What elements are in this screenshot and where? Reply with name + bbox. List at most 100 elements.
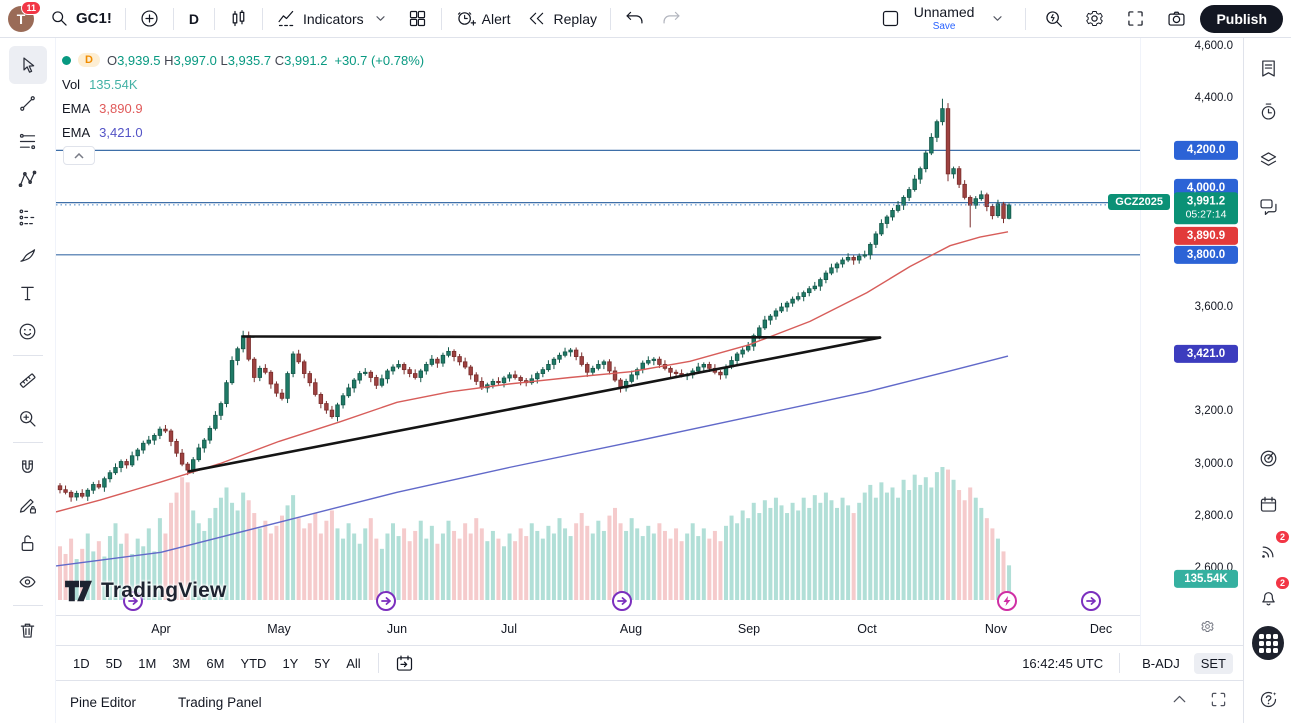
price-axis-settings-icon[interactable] <box>1200 619 1215 639</box>
zoom-in-tool-icon <box>20 410 36 427</box>
symbol-search-button[interactable]: GC1! <box>42 4 119 33</box>
panel-maximize-button[interactable] <box>1208 689 1229 715</box>
tab-pine-editor[interactable]: Pine Editor <box>70 694 137 710</box>
sidebar-streams-button[interactable]: 2 <box>1252 530 1290 567</box>
legend-ema-slow-row[interactable]: EMA 3,421.0 <box>62 120 424 144</box>
layout-save[interactable]: Unnamed Save <box>913 4 975 31</box>
cursor-tool[interactable] <box>8 46 47 84</box>
undo-icon <box>624 8 645 29</box>
sidebar-calendar-button[interactable] <box>1252 488 1284 520</box>
legend-main-row[interactable]: D O3,939.5 H3,997.0 L3,935.7 C3,991.2 +3… <box>62 48 424 72</box>
grid-layout-icon <box>407 8 428 29</box>
arrow-circle-marker[interactable] <box>376 591 396 611</box>
interval-button[interactable]: D <box>180 7 208 31</box>
fib-lines-tool[interactable] <box>9 122 47 160</box>
measure-tool-icon <box>19 373 36 388</box>
replay-icon <box>526 8 547 29</box>
sidebar-help-button[interactable] <box>1252 683 1284 715</box>
publish-button[interactable]: Publish <box>1200 4 1283 33</box>
time-tick: May <box>267 622 291 636</box>
alert-button[interactable]: Alert <box>448 4 518 33</box>
drawing-mode-tool[interactable] <box>9 486 47 524</box>
adjustment-toggle[interactable]: B-ADJ <box>1142 655 1180 671</box>
snapshot-button[interactable] <box>1159 4 1194 33</box>
forecast-tool[interactable] <box>9 198 47 236</box>
range-5y-button[interactable]: 5Y <box>307 652 337 675</box>
sidebar-object-tree-button[interactable] <box>1252 143 1284 175</box>
chart-pane[interactable]: D O3,939.5 H3,997.0 L3,935.7 C3,991.2 +3… <box>56 38 1140 615</box>
replay-label: Replay <box>553 10 598 27</box>
compare-add-button[interactable] <box>132 4 167 33</box>
avatar-letter: T <box>16 10 26 27</box>
redo-button[interactable] <box>654 4 689 33</box>
chevron-down-icon <box>987 8 1008 29</box>
chart-settings-button[interactable] <box>1077 4 1112 33</box>
range-1d-button[interactable]: 1D <box>66 652 97 675</box>
toolbar-divider <box>12 605 43 606</box>
sidebar-watchlist-button[interactable] <box>1252 52 1284 84</box>
time-tick: Jul <box>501 622 517 636</box>
measure-tool[interactable] <box>9 361 47 399</box>
magnet-tool-icon <box>22 459 33 473</box>
sidebar-screener-button[interactable] <box>1252 442 1284 474</box>
range-ytd-button[interactable]: YTD <box>233 652 273 675</box>
layout-menu-button[interactable] <box>980 4 1015 33</box>
quick-search-button[interactable] <box>1036 4 1071 33</box>
layout-button[interactable] <box>873 4 908 33</box>
text-tool[interactable] <box>9 274 47 312</box>
clock-timezone[interactable]: 16:42:45 UTC <box>1022 655 1104 671</box>
sidebar-alerts-button[interactable] <box>1252 95 1284 127</box>
chart-style-button[interactable] <box>221 4 256 33</box>
range-1m-button[interactable]: 1M <box>131 652 163 675</box>
hide-drawings-tool[interactable] <box>9 562 47 600</box>
layout-name: Unnamed <box>913 4 975 21</box>
watchlist-icon <box>1261 59 1275 77</box>
price-axis[interactable]: 4,600.0 4,400.0 3,600.0 3,200.0 3,000.0 2,800… <box>1108 38 1243 645</box>
arrow-circle-marker[interactable] <box>1081 591 1101 611</box>
sidebar-apps-menu-button[interactable] <box>1252 626 1284 660</box>
trend-line-tool-icon <box>20 95 35 111</box>
legend-volume-row[interactable]: Vol 135.54K <box>62 72 424 96</box>
legend-ema-fast-row[interactable]: EMA 3,890.9 <box>62 96 424 120</box>
undo-button[interactable] <box>617 4 652 33</box>
fullscreen-button[interactable] <box>1118 4 1153 33</box>
price-chart-canvas[interactable] <box>56 38 1140 615</box>
range-1y-button[interactable]: 1Y <box>275 652 305 675</box>
sidebar-notifications-button[interactable]: 2 <box>1252 576 1290 613</box>
lock-drawings-tool[interactable] <box>9 524 47 562</box>
range-5d-button[interactable]: 5D <box>99 652 130 675</box>
arrow-circle-marker[interactable] <box>123 591 143 611</box>
brush-tool[interactable] <box>9 236 47 274</box>
user-avatar[interactable]: T 11 <box>8 0 41 32</box>
panel-expand-button[interactable] <box>1169 689 1190 715</box>
replay-button[interactable]: Replay <box>519 4 604 33</box>
remove-drawings-tool[interactable] <box>9 611 47 649</box>
trend-line-tool[interactable] <box>9 84 47 122</box>
xabcd-pattern-tool[interactable] <box>9 160 47 198</box>
emoji-tool[interactable] <box>9 312 47 350</box>
zoom-in-tool[interactable] <box>9 399 47 437</box>
countdown-timer: 05:27:14 <box>1185 208 1227 221</box>
goto-date-button[interactable] <box>387 649 422 678</box>
magnet-tool[interactable] <box>9 448 47 486</box>
arrow-circle-marker[interactable] <box>612 591 632 611</box>
alert-clock-icon <box>455 8 476 29</box>
ema-fast-label: EMA <box>62 100 91 116</box>
layers-icon <box>1260 151 1276 166</box>
sidebar-chat-button[interactable] <box>1252 190 1284 222</box>
range-all-button[interactable]: All <box>339 652 367 675</box>
tab-trading-panel[interactable]: Trading Panel <box>178 694 262 710</box>
indicator-templates-button[interactable] <box>400 4 435 33</box>
indicators-button[interactable]: Indicators <box>269 4 398 33</box>
range-6m-button[interactable]: 6M <box>199 652 231 675</box>
candles-icon <box>228 8 249 29</box>
sidebar-count-badge: 2 <box>1274 530 1290 544</box>
lightning-circle-marker[interactable] <box>997 591 1017 611</box>
range-3m-button[interactable]: 3M <box>165 652 197 675</box>
legend-collapse-button[interactable] <box>63 146 95 165</box>
camera-icon <box>1166 8 1187 29</box>
search-icon <box>49 8 70 29</box>
EMA-slow-line <box>56 355 1009 567</box>
settlement-toggle[interactable]: SET <box>1193 652 1233 674</box>
time-axis[interactable]: Apr May Jun Jul Aug Sep Oct Nov Dec <box>56 615 1140 645</box>
